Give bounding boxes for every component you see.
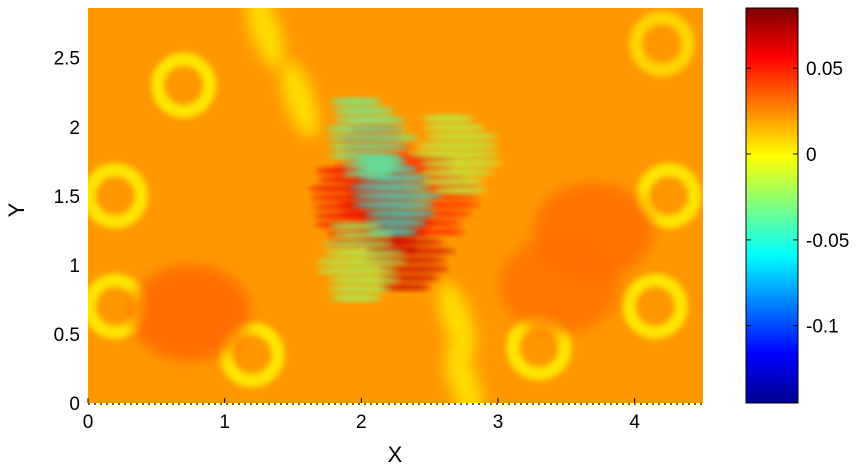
- band-feature: [281, 60, 319, 138]
- warm-patch: [499, 237, 620, 334]
- scatter-streak: [349, 183, 432, 191]
- band-feature: [438, 281, 476, 359]
- ring-feature: [636, 163, 702, 229]
- colorbar: -0.1 -0.05 0 0.05: [745, 7, 849, 404]
- colorbar-ticks: -0.1 -0.05 0 0.05: [746, 59, 849, 338]
- y-tick-label: 1: [69, 256, 80, 277]
- colorbar-tick-label: -0.1: [806, 317, 839, 338]
- y-axis-label: Y: [4, 202, 29, 217]
- scatter-streak: [434, 187, 486, 194]
- scatter-streak: [329, 222, 382, 230]
- scatter-streak: [324, 249, 407, 257]
- scatter-streak: [342, 170, 395, 177]
- y-tick-label: 0.5: [54, 325, 80, 346]
- scatter-streak: [424, 124, 486, 131]
- scatter-streak: [330, 294, 383, 302]
- ring-feature: [219, 322, 285, 388]
- plot-area: 0 1 2 3 4 0 0.5 1 1.5 2 2.5: [54, 8, 703, 433]
- scatter-streak: [341, 161, 404, 168]
- scatter-streak: [329, 152, 402, 159]
- scatter-streak: [422, 115, 474, 122]
- x-tick-label: 3: [493, 412, 504, 433]
- scatter-streak: [421, 169, 493, 176]
- scatter-streak: [426, 133, 498, 140]
- scatter-streak: [322, 240, 395, 248]
- ring-feature: [88, 163, 148, 229]
- x-tick-label: 1: [219, 412, 230, 433]
- scatter-streak: [417, 142, 499, 149]
- scatter-streak: [315, 258, 408, 266]
- warm-patch: [130, 265, 251, 362]
- scatter-streak: [352, 201, 435, 209]
- x-tick-label: 2: [356, 412, 367, 433]
- y-tick-label: 0: [69, 394, 80, 415]
- scatter-streak: [330, 98, 383, 105]
- axis-ticks: 0 1 2 3 4 0 0.5 1 1.5 2 2.5: [54, 49, 703, 433]
- heatmap-features: [88, 8, 702, 403]
- y-tick-label: 2: [69, 118, 80, 139]
- y-tick-label: 1.5: [54, 187, 80, 208]
- scatter-streak: [328, 276, 401, 284]
- scatter-streak: [420, 160, 502, 167]
- band-feature: [445, 343, 483, 403]
- colorbar-tick-label: 0.05: [806, 59, 843, 80]
- scatter-streak: [332, 107, 395, 114]
- scatter-streak: [334, 116, 407, 123]
- colorbar-tick-label: 0: [806, 145, 817, 166]
- scatter-streak: [422, 178, 484, 185]
- ring-feature: [151, 52, 217, 118]
- scatter-streak: [364, 210, 437, 218]
- colorbar-gradient: [745, 7, 799, 404]
- scatter-streak: [329, 285, 392, 293]
- scatter-streak: [379, 283, 432, 291]
- scatter-streak: [325, 125, 408, 132]
- ring-feature: [629, 11, 695, 77]
- scatter-streak: [351, 192, 444, 200]
- scatter-streak: [316, 267, 399, 275]
- ring-feature: [622, 273, 688, 339]
- band-feature: [247, 8, 284, 69]
- scatter-streak: [328, 143, 411, 150]
- scatter-streak: [331, 231, 394, 239]
- scatter-streak: [412, 228, 465, 236]
- scatter-streak: [408, 151, 500, 158]
- scatter-streak: [365, 219, 428, 227]
- x-axis-label: X: [388, 442, 403, 466]
- colorbar-tick-label: -0.05: [806, 231, 849, 252]
- y-tick-label: 2.5: [54, 49, 80, 70]
- x-tick-label: 0: [83, 412, 94, 433]
- x-tick-label: 4: [629, 412, 640, 433]
- scatter-streak: [327, 134, 420, 141]
